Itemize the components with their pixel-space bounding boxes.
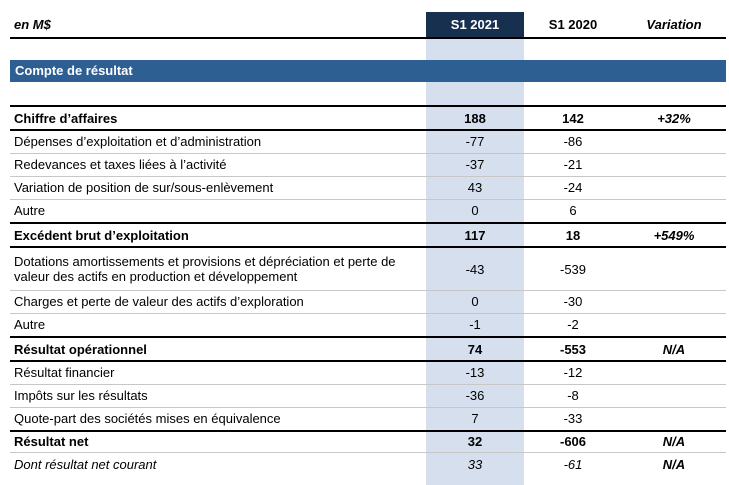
table-row: Charges et perte de valeur des actifs d’… <box>10 290 726 313</box>
row-rule-bold <box>10 430 726 432</box>
value-variation <box>622 407 726 430</box>
value-s1-2020: -86 <box>563 134 583 149</box>
value-variation: +32% <box>657 110 691 126</box>
value-s1-2020: -12 <box>563 365 583 380</box>
value-s1-2020: -24 <box>563 180 583 195</box>
row-rule-bold <box>10 336 726 338</box>
value-s1-2020: 6 <box>569 203 577 218</box>
value-s1-2020: -33 <box>563 411 583 426</box>
row-rule-bold <box>10 105 726 107</box>
row-label: Excédent brut d’exploitation <box>14 227 189 243</box>
table-row: Dépenses d’exploitation et d’administrat… <box>10 130 726 153</box>
table-row: Redevances et taxes liées à l’activité -3… <box>10 153 726 176</box>
value-s1-2021: 7 <box>471 411 479 426</box>
row-rule <box>10 199 726 200</box>
value-s1-2021: 33 <box>467 457 483 472</box>
value-s1-2021: -13 <box>465 365 485 380</box>
row-rule <box>10 313 726 314</box>
row-label: Quote-part des sociétés mises en équival… <box>14 411 281 426</box>
row-rule <box>10 176 726 177</box>
table-row: Dotations amortissements et provisions e… <box>10 248 726 290</box>
row-rule-bold <box>10 129 726 131</box>
value-variation: N/A <box>662 457 686 472</box>
row-rule <box>10 153 726 154</box>
row-rule <box>10 384 726 385</box>
value-s1-2020: -539 <box>559 261 587 277</box>
row-label: Autre <box>14 203 46 218</box>
value-s1-2020: -61 <box>563 457 583 472</box>
value-s1-2021: -36 <box>465 388 485 403</box>
value-s1-2020: -606 <box>559 433 587 449</box>
value-variation <box>622 384 726 407</box>
table-row: Chiffre d’affaires 188 142 +32% <box>10 107 726 129</box>
value-s1-2021: -37 <box>465 157 485 172</box>
row-label: Charges et perte de valeur des actifs d’… <box>14 294 304 309</box>
row-label: Résultat net <box>14 433 89 449</box>
row-rule-bold <box>10 360 726 362</box>
row-rule-bold <box>10 222 726 224</box>
value-variation <box>622 130 726 153</box>
column-header-s1-2021: S1 2021 <box>426 12 524 38</box>
row-rule <box>10 407 726 408</box>
value-s1-2020: -2 <box>567 317 579 332</box>
value-variation: N/A <box>662 433 686 449</box>
column-header-variation: Variation <box>646 17 702 32</box>
value-s1-2021: -77 <box>465 134 485 149</box>
table-row: Quote-part des sociétés mises en équival… <box>10 407 726 430</box>
row-label: Variation de position de sur/sous-enlève… <box>14 180 274 195</box>
row-label: Résultat financier <box>14 365 115 380</box>
row-label: Résultat opérationnel <box>14 341 147 357</box>
value-s1-2021: 43 <box>467 180 483 195</box>
value-s1-2021: 74 <box>467 341 483 357</box>
value-s1-2020: -30 <box>563 294 583 309</box>
table-row: Autre 0 6 <box>10 199 726 222</box>
row-label: Dont résultat net courant <box>14 457 157 472</box>
value-variation <box>622 290 726 313</box>
table-row: Résultat financier -13 -12 <box>10 361 726 384</box>
value-variation <box>622 361 726 384</box>
section-title: Compte de résultat <box>15 63 133 78</box>
table-row: Résultat opérationnel 74 -553 N/A <box>10 338 726 360</box>
value-variation: +549% <box>653 227 695 243</box>
value-s1-2020: -21 <box>563 157 583 172</box>
unit-label: en M$ <box>14 17 51 32</box>
value-s1-2020: -553 <box>559 341 587 357</box>
row-rule <box>10 290 726 291</box>
row-rule-bold <box>10 246 726 248</box>
header-rule <box>10 37 726 39</box>
row-label: Impôts sur les résultats <box>14 388 148 403</box>
table-row: Excédent brut d’exploitation 117 18 +549% <box>10 224 726 246</box>
value-variation <box>622 176 726 199</box>
table-row: Résultat net 32 -606 N/A <box>10 430 726 452</box>
value-s1-2020: 18 <box>565 227 581 243</box>
value-s1-2021: 0 <box>471 294 479 309</box>
value-variation <box>622 199 726 222</box>
value-variation: N/A <box>662 341 686 357</box>
value-s1-2021: 0 <box>471 203 479 218</box>
row-rule <box>10 452 726 453</box>
value-s1-2021: 117 <box>464 227 486 243</box>
value-s1-2020: -8 <box>567 388 579 403</box>
value-s1-2021: 188 <box>464 110 486 126</box>
value-s1-2020: 142 <box>562 110 584 126</box>
row-label: Redevances et taxes liées à l’activité <box>14 157 227 172</box>
table-row: Autre -1 -2 <box>10 313 726 336</box>
table-row: Variation de position de sur/sous-enlève… <box>10 176 726 199</box>
column-header-s1-2020: S1 2020 <box>548 17 598 32</box>
row-label: Dépenses d’exploitation et d’administrat… <box>14 134 262 149</box>
section-banner: Compte de résultat <box>10 60 726 82</box>
value-variation <box>622 153 726 176</box>
highlight-column-s1-2021 <box>426 32 524 485</box>
value-variation <box>622 313 726 336</box>
value-s1-2021: 32 <box>467 433 483 449</box>
row-label: Dotations amortissements et provisions e… <box>14 254 396 284</box>
table-row: Impôts sur les résultats -36 -8 <box>10 384 726 407</box>
row-label: Chiffre d’affaires <box>14 110 118 126</box>
row-label: Autre <box>14 317 46 332</box>
value-s1-2021: -43 <box>465 261 485 277</box>
value-s1-2021: -1 <box>469 317 481 332</box>
value-variation <box>622 248 726 290</box>
table-row: Dont résultat net courant 33 -61 N/A <box>10 453 726 476</box>
